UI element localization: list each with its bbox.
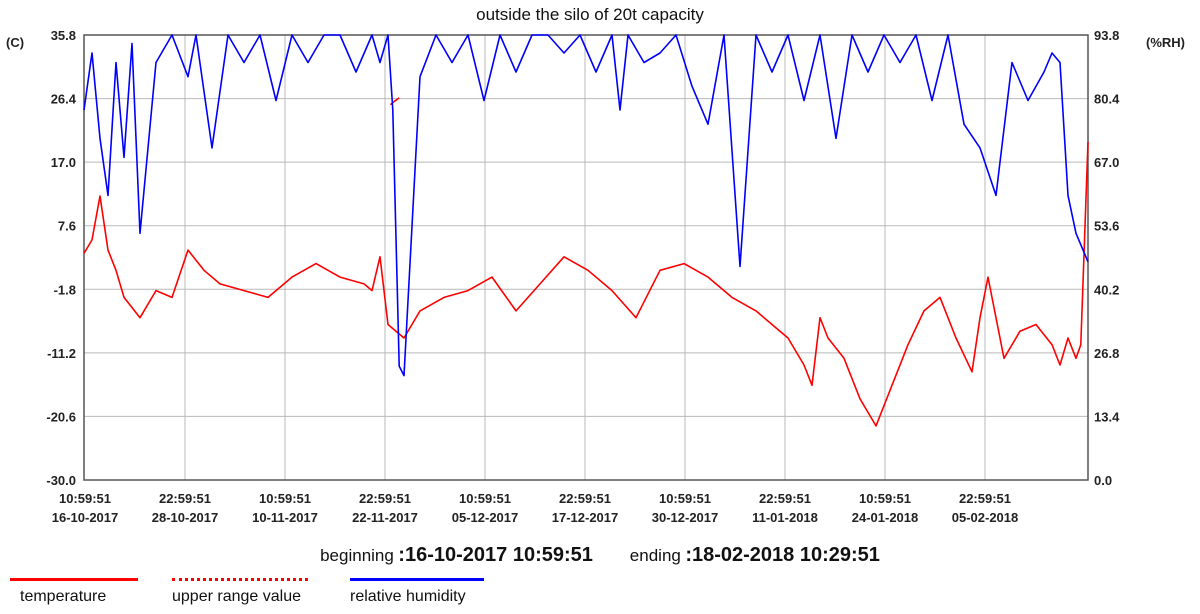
- plot-area: [83, 34, 1089, 481]
- x-tick-date: 16-10-2017: [52, 510, 119, 525]
- y-left-tick-label: 35.8: [51, 28, 76, 43]
- y-right-tick-label: 40.2: [1094, 282, 1119, 297]
- x-tick-date: 24-01-2018: [852, 510, 919, 525]
- x-tick-date: 30-12-2017: [652, 510, 719, 525]
- series-line-relative-humidity: [83, 34, 1089, 377]
- legend-label-upper-range: upper range value: [172, 588, 301, 605]
- y-left-tick-label: -1.8: [54, 282, 76, 297]
- series-layer: [83, 34, 1089, 427]
- x-tick-date: 11-01-2018: [752, 510, 818, 525]
- y-left-tick-label: 17.0: [51, 155, 76, 170]
- chart: outside the silo of 20t capacity (C) (%R…: [6, 5, 1185, 525]
- y-right-tick-label: 67.0: [1094, 155, 1119, 170]
- x-tick-time: 22:59:51: [759, 491, 811, 506]
- y-right-tick-label: 26.8: [1094, 346, 1119, 361]
- ending-label: ending: [629, 546, 681, 565]
- x-tick-time: 10:59:51: [859, 491, 911, 506]
- y-left-tick-label: 7.6: [58, 219, 76, 234]
- beginning-value: :16-10-2017 10:59:51: [398, 544, 593, 566]
- x-tick-date: 28-10-2017: [152, 510, 219, 525]
- x-tick-time: 22:59:51: [159, 491, 211, 506]
- y-right-tick-label: 53.6: [1094, 219, 1119, 234]
- legend-swatch-temperature: [10, 578, 138, 581]
- series-line-temperature: [83, 141, 1089, 427]
- y-left-tick-label: -30.0: [46, 473, 76, 488]
- y-right-tick-label: 13.4: [1094, 409, 1120, 424]
- x-tick-date: 05-02-2018: [952, 510, 1019, 525]
- right-axis-unit: (%RH): [1146, 35, 1185, 50]
- y-left-tick-label: -20.6: [46, 409, 76, 424]
- x-tick-time: 22:59:51: [359, 491, 411, 506]
- y-right-tick-label: 93.8: [1094, 28, 1119, 43]
- x-tick-date: 10-11-2017: [252, 510, 318, 525]
- legend-swatch-upper-range: [172, 578, 308, 581]
- x-tick-date: 17-12-2017: [552, 510, 619, 525]
- y-left-tick-label: -11.2: [47, 346, 76, 361]
- x-tick-time: 10:59:51: [59, 491, 111, 506]
- grid: [84, 35, 1088, 480]
- time-range: beginning :16-10-2017 10:59:51 ending :1…: [0, 544, 1200, 567]
- y-right-tick-label: 0.0: [1094, 473, 1112, 488]
- x-tick-time: 10:59:51: [459, 491, 511, 506]
- ending-value: :18-02-2018 10:29:51: [685, 544, 880, 566]
- x-tick-time: 10:59:51: [659, 491, 711, 506]
- legend-swatch-humidity: [350, 578, 484, 581]
- x-tick-date: 22-11-2017: [352, 510, 418, 525]
- chart-title: outside the silo of 20t capacity: [476, 5, 704, 24]
- legend-label-humidity: relative humidity: [350, 588, 466, 605]
- x-tick-date: 05-12-2017: [452, 510, 519, 525]
- y-left-tick-label: 26.4: [51, 92, 77, 107]
- x-tick-time: 22:59:51: [559, 491, 611, 506]
- legend: temperature upper range value relative h…: [0, 574, 1200, 614]
- x-tick-time: 22:59:51: [959, 491, 1011, 506]
- left-axis-unit: (C): [6, 35, 24, 50]
- x-tick-time: 10:59:51: [259, 491, 311, 506]
- tick-labels: 35.8 93.8 26.4 80.4 17.0 67.0 7.6 53.6 -1.8 40.2 -…: [46, 28, 1120, 525]
- legend-label-temperature: temperature: [20, 588, 107, 605]
- y-right-tick-label: 80.4: [1094, 92, 1120, 107]
- beginning-label: beginning: [320, 546, 394, 565]
